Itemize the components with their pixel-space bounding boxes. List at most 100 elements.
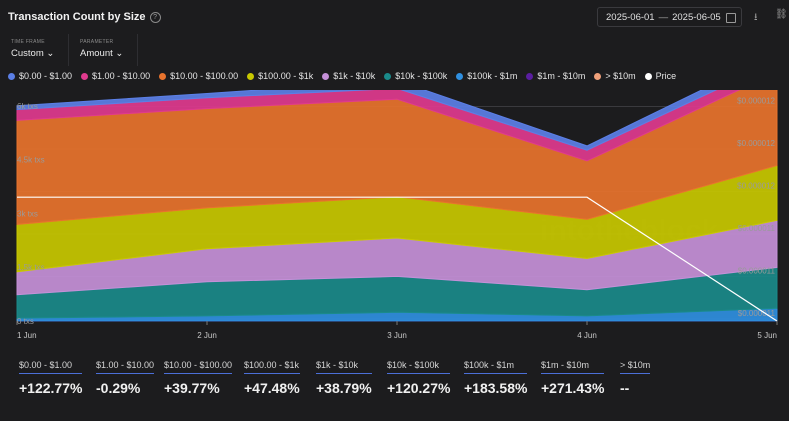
parameter-bar: TIME FRAME Custom ⌄ PARAMETER Amount ⌄ — [0, 34, 789, 66]
stat-item: $100.00 - $1k +47.48% — [244, 360, 300, 396]
stat-label: $1k - $10k — [316, 360, 372, 374]
y-tick-label-right: $0.000012 — [737, 182, 775, 191]
page-title: Transaction Count by Size? — [8, 11, 161, 23]
stat-label: $1m - $10m — [541, 360, 605, 374]
legend-item[interactable]: $0.00 - $1.00 — [8, 71, 72, 81]
legend-swatch — [526, 73, 534, 80]
stat-label: $0.00 - $1.00 — [19, 360, 83, 374]
stat-label: > $10m — [620, 360, 651, 374]
legend-swatch — [159, 73, 167, 80]
legend-item[interactable]: $1k - $10k — [322, 71, 375, 81]
x-tick-label: 3 Jun — [387, 331, 407, 340]
y-tick-label-right: $0.000011 — [738, 309, 776, 318]
stat-label: $10k - $100k — [387, 360, 451, 374]
stat-label: $100k - $1m — [464, 360, 528, 374]
x-tick-label: 4 Jun — [577, 331, 597, 340]
date-separator: — — [658, 12, 669, 23]
parameter-label: PARAMETER — [80, 39, 114, 45]
stat-value: +47.48% — [244, 380, 300, 396]
stat-value: +122.77% — [19, 380, 83, 396]
legend-item[interactable]: $1m - $10m — [526, 71, 585, 81]
time-frame-selector[interactable]: TIME FRAME Custom ⌄ — [0, 34, 69, 66]
chart-legend: $0.00 - $1.00 $1.00 - $10.00 $10.00 - $100… — [8, 71, 788, 83]
title-text: Transaction Count by Size — [8, 11, 146, 23]
legend-swatch — [8, 73, 15, 80]
change-stats: $0.00 - $1.00 +122.77% $1.00 - $10.00 -0.29… — [0, 360, 789, 420]
parameter-text: Amount — [80, 48, 113, 59]
stat-value: +39.77% — [164, 380, 220, 396]
legend-item[interactable]: $100.00 - $1k — [247, 71, 313, 81]
x-tick-label: 5 Jun — [757, 331, 777, 340]
legend-item[interactable]: $10k - $100k — [384, 71, 447, 81]
stat-item: $1.00 - $10.00 -0.29% — [96, 360, 155, 396]
stat-value: -0.29% — [96, 380, 141, 396]
legend-label: $10k - $100k — [395, 71, 448, 81]
x-tick-label: 2 Jun — [197, 331, 217, 340]
legend-label: Price — [655, 71, 677, 81]
y-tick-label-right: $0.000011 — [738, 267, 776, 276]
y-tick-label-left: 0 txs — [17, 317, 34, 326]
legend-label: $100k - $1m — [467, 71, 518, 81]
time-frame-text: Custom — [11, 48, 44, 59]
price-line — [17, 196, 778, 322]
stat-value: -- — [620, 380, 630, 396]
calendar-icon[interactable] — [726, 13, 736, 23]
y-tick-label-left: 6k txs — [17, 102, 38, 111]
legend-swatch — [81, 73, 89, 80]
y-tick-label-right: $0.000011 — [738, 224, 776, 233]
time-frame-value[interactable]: Custom ⌄ — [11, 48, 54, 59]
chart-header: Transaction Count by Size? 2025-06-01—20… — [0, 0, 789, 34]
legend-item[interactable]: $10.00 - $100.00 — [159, 71, 238, 81]
parameter-selector[interactable]: PARAMETER Amount ⌄ — [69, 34, 138, 66]
legend-label: $100.00 - $1k — [258, 71, 314, 81]
legend-label: $10.00 - $100.00 — [170, 71, 239, 81]
legend-item[interactable]: > $10m — [594, 71, 636, 81]
stat-label: $10.00 - $100.00 — [164, 360, 233, 374]
date-start: 2025-06-01 — [606, 12, 655, 23]
stat-item: $0.00 - $1.00 +122.77% — [19, 360, 83, 396]
stat-label: $100.00 - $1k — [244, 360, 300, 374]
legend-item[interactable]: $1.00 - $10.00 — [81, 71, 150, 81]
legend-item[interactable]: Price — [644, 71, 677, 81]
stat-item: $1m - $10m +271.43% — [541, 360, 605, 396]
date-range-picker[interactable]: 2025-06-01—2025-06-05 — [597, 7, 742, 27]
area-series — [16, 90, 718, 151]
y-tick-label-left: 1.5k txs — [17, 263, 45, 272]
y-tick-label-left: 3k txs — [17, 209, 38, 218]
legend-label: $1k - $10k — [333, 71, 376, 81]
y-tick-label-right: $0.000012 — [737, 97, 775, 106]
stat-item: $10k - $100k +120.27% — [387, 360, 451, 396]
stat-item: $100k - $1m +183.58% — [464, 360, 528, 396]
legend-swatch — [644, 73, 652, 80]
stat-item: $10.00 - $100.00 +39.77% — [164, 360, 233, 396]
time-frame-label: TIME FRAME — [11, 39, 45, 45]
legend-item[interactable]: $100k - $1m — [456, 71, 517, 81]
stat-value: +38.79% — [316, 380, 372, 396]
legend-swatch — [594, 73, 602, 80]
parameter-value[interactable]: Amount ⌄ — [80, 48, 123, 59]
chevron-down-icon: ⌄ — [115, 48, 124, 59]
legend-label: > $10m — [605, 71, 636, 81]
stat-value: +120.27% — [387, 380, 451, 396]
legend-label: $1m - $10m — [537, 71, 586, 81]
x-tick-label: 1 Jun — [17, 331, 37, 340]
download-icon[interactable]: ⭳ — [754, 12, 758, 23]
date-end: 2025-06-05 — [672, 12, 721, 23]
legend-swatch — [456, 73, 464, 80]
link-icon[interactable]: ⛓ — [775, 9, 788, 20]
legend-swatch — [384, 73, 392, 80]
stat-value: +183.58% — [464, 380, 528, 396]
legend-label: $1.00 - $10.00 — [92, 71, 151, 81]
chevron-down-icon: ⌄ — [46, 48, 55, 59]
stat-label: $1.00 - $10.00 — [96, 360, 155, 374]
y-tick-label-left: 4.5k txs — [17, 156, 45, 165]
legend-swatch — [322, 73, 330, 80]
stat-value: +271.43% — [541, 380, 605, 396]
stat-item: > $10m -- — [620, 360, 651, 396]
legend-swatch — [247, 73, 255, 80]
stat-item: $1k - $10k +38.79% — [316, 360, 372, 396]
legend-label: $0.00 - $1.00 — [19, 71, 73, 81]
help-icon[interactable]: ? — [149, 12, 161, 23]
y-tick-label-right: $0.000012 — [737, 139, 775, 148]
